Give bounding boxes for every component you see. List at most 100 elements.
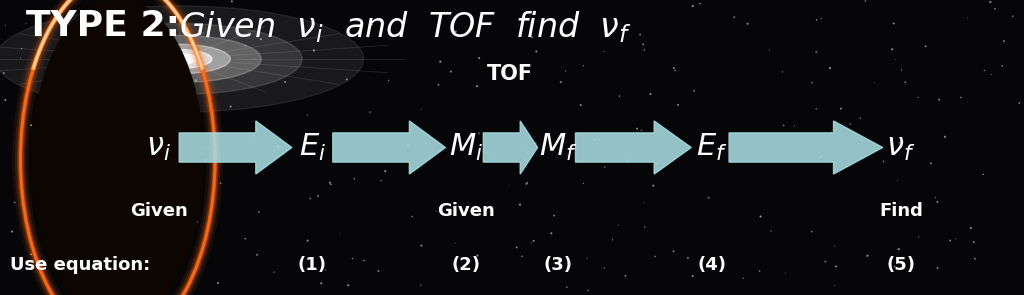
Point — [596, 49, 612, 54]
Point — [558, 285, 574, 289]
Point — [222, 104, 239, 109]
Point — [527, 141, 544, 146]
Point — [237, 44, 253, 48]
Point — [777, 271, 794, 276]
Point — [188, 220, 205, 224]
Point — [361, 110, 378, 114]
Point — [518, 181, 535, 186]
Point — [44, 23, 60, 27]
Point — [891, 140, 907, 145]
Point — [482, 155, 499, 160]
Point — [276, 80, 293, 84]
Point — [0, 98, 13, 102]
Point — [572, 103, 589, 107]
Point — [118, 68, 134, 73]
Ellipse shape — [32, 0, 204, 295]
Point — [976, 68, 992, 73]
Point — [198, 158, 214, 163]
Point — [389, 32, 406, 37]
Text: $M_f$: $M_f$ — [539, 132, 578, 163]
Point — [575, 63, 592, 68]
Point — [876, 159, 892, 164]
Point — [596, 266, 612, 270]
Point — [975, 172, 991, 177]
Point — [145, 83, 162, 88]
Point — [184, 85, 201, 90]
Point — [553, 80, 569, 84]
Point — [127, 80, 143, 85]
Point — [959, 16, 976, 20]
Point — [187, 78, 204, 83]
Point — [739, 22, 756, 26]
Circle shape — [0, 6, 364, 112]
Point — [180, 76, 197, 80]
Text: (5): (5) — [887, 256, 915, 275]
Point — [344, 256, 360, 261]
Point — [355, 258, 372, 263]
Point — [413, 283, 429, 288]
Point — [447, 29, 464, 34]
Point — [377, 169, 393, 173]
Polygon shape — [333, 121, 445, 174]
Point — [937, 135, 953, 139]
Point — [414, 107, 430, 112]
Point — [23, 123, 39, 128]
Point — [1005, 14, 1021, 19]
Point — [469, 84, 485, 88]
Point — [891, 247, 907, 252]
Point — [822, 66, 839, 71]
Point — [923, 161, 939, 166]
Point — [982, 0, 998, 4]
Point — [91, 135, 108, 139]
Point — [340, 283, 356, 288]
Text: $E_f$: $E_f$ — [696, 132, 727, 163]
Circle shape — [161, 54, 198, 64]
Point — [31, 133, 47, 137]
Point — [634, 128, 650, 133]
Point — [52, 164, 69, 169]
Point — [421, 153, 437, 158]
Point — [786, 123, 803, 128]
Point — [813, 154, 829, 159]
Point — [525, 238, 542, 243]
Circle shape — [128, 44, 230, 74]
Point — [827, 264, 844, 269]
Polygon shape — [483, 121, 538, 174]
Point — [931, 97, 947, 102]
Point — [188, 104, 205, 108]
Point — [520, 150, 537, 155]
Point — [635, 42, 651, 47]
Point — [893, 68, 909, 72]
Polygon shape — [575, 121, 691, 174]
Point — [12, 55, 29, 60]
Point — [620, 158, 636, 163]
Point — [994, 64, 1011, 68]
Point — [524, 35, 541, 40]
Point — [692, 1, 709, 6]
Point — [432, 59, 449, 64]
Point — [942, 238, 958, 243]
Point — [339, 77, 355, 82]
Text: $\nu_f$: $\nu_f$ — [887, 132, 915, 163]
Point — [37, 99, 53, 104]
Point — [763, 229, 779, 233]
Point — [4, 229, 20, 234]
Text: TOF: TOF — [486, 64, 534, 84]
Point — [509, 245, 525, 250]
Point — [557, 69, 573, 73]
Point — [323, 182, 339, 187]
Point — [517, 158, 534, 163]
Point — [629, 126, 645, 131]
Text: Use equation:: Use equation: — [10, 256, 151, 275]
Point — [266, 270, 283, 274]
Point — [238, 236, 254, 241]
Point — [246, 133, 262, 138]
Point — [700, 195, 717, 200]
Point — [604, 237, 621, 242]
Point — [108, 127, 124, 131]
Text: (2): (2) — [452, 256, 480, 275]
Point — [313, 281, 330, 286]
Point — [647, 254, 664, 259]
Point — [808, 18, 824, 22]
Point — [446, 241, 463, 245]
